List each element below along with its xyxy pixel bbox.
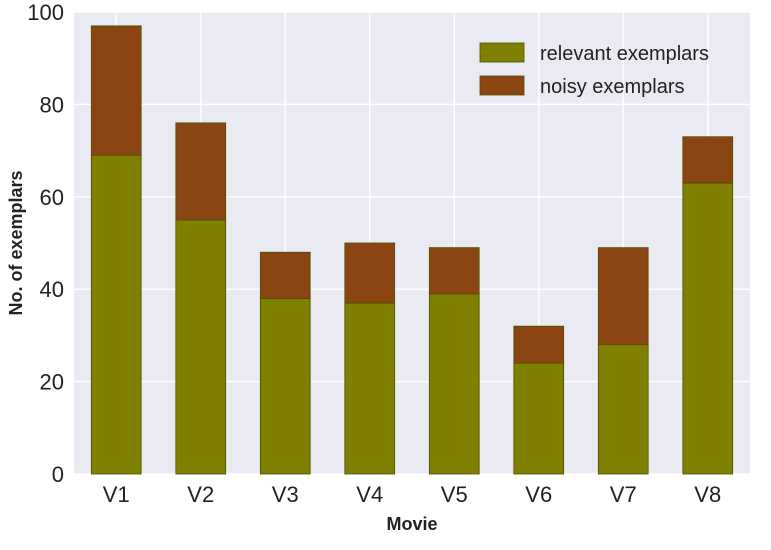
bar-noisy-v4 (344, 242, 396, 304)
bar-noisy-v1 (90, 25, 142, 156)
bar-noisy-v6 (513, 325, 565, 364)
bar-relevant-v1 (90, 154, 142, 475)
legend-label-noisy: noisy exemplars (540, 76, 685, 98)
y-tick-label: 20 (40, 370, 64, 395)
bar-noisy-v2 (175, 122, 227, 221)
x-tick-label: V2 (187, 482, 214, 507)
bar-noisy-v7 (597, 247, 649, 346)
bar-relevant-v2 (175, 219, 227, 475)
legend-swatch-relevant (479, 42, 525, 63)
x-axis-title: Movie (386, 514, 437, 534)
bar-noisy-v5 (428, 247, 480, 295)
legend: relevant exemplars noisy exemplars (479, 42, 709, 98)
bar-relevant-v7 (597, 344, 649, 475)
bar-noisy-v8 (682, 136, 734, 184)
bar-relevant-v5 (428, 293, 480, 475)
x-tick-label: V8 (694, 482, 721, 507)
x-tick-label: V6 (525, 482, 552, 507)
legend-swatch-noisy (479, 75, 525, 96)
x-tick-label: V5 (441, 482, 468, 507)
y-tick-label: 80 (40, 92, 64, 117)
bar-relevant-v3 (259, 298, 311, 475)
x-tick-labels: V1 V2 V3 V4 V5 V6 V7 V8 (103, 482, 721, 507)
bar-relevant-v8 (682, 182, 734, 475)
bar-relevant-v6 (513, 362, 565, 475)
x-tick-label: V4 (356, 482, 383, 507)
bar-noisy-v3 (259, 251, 311, 299)
y-tick-label: 0 (52, 462, 64, 487)
y-tick-label: 100 (27, 0, 64, 25)
y-tick-label: 40 (40, 277, 64, 302)
x-tick-label: V3 (272, 482, 299, 507)
bars (90, 25, 734, 475)
y-axis-title: No. of exemplars (6, 170, 26, 315)
legend-label-relevant: relevant exemplars (540, 43, 709, 65)
y-tick-labels: 0 20 40 60 80 100 (27, 0, 64, 487)
x-tick-label: V7 (610, 482, 637, 507)
bar-relevant-v4 (344, 302, 396, 475)
x-tick-label: V1 (103, 482, 130, 507)
y-tick-label: 60 (40, 185, 64, 210)
